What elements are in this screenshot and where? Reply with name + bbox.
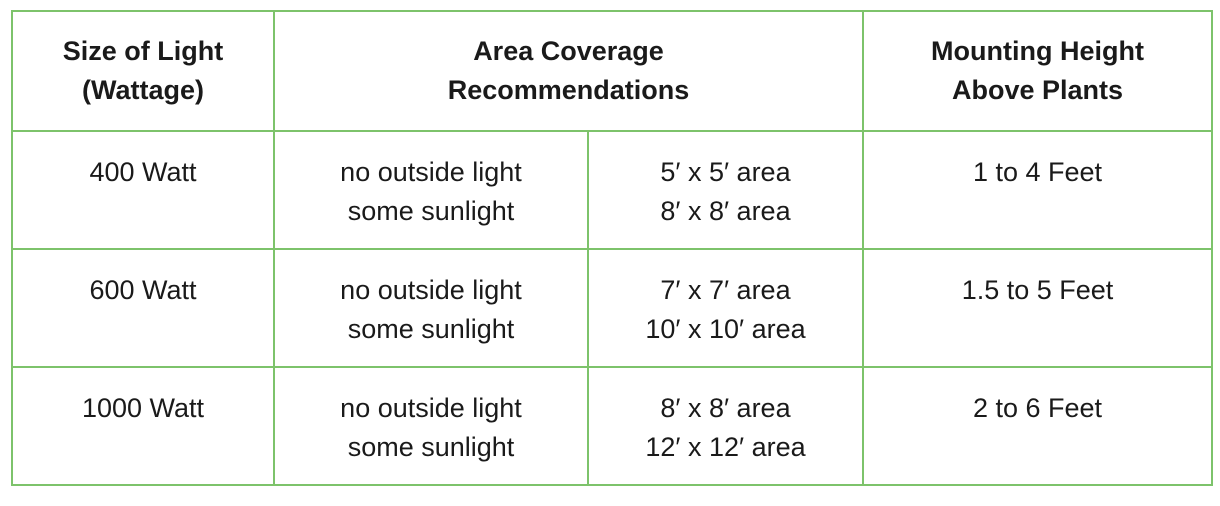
table-row: 1000 Watt no outside light some sunlight…	[11, 366, 1213, 486]
condition-some-sunlight: some sunlight	[347, 196, 515, 226]
cell-areas: 5′ x 5′ area 8′ x 8′ area	[587, 130, 864, 250]
size-value: 600 Watt	[89, 275, 197, 305]
header-area-line2: Recommendations	[447, 75, 690, 105]
cell-size: 400 Watt	[11, 130, 275, 250]
table-row: 400 Watt no outside light some sunlight …	[11, 130, 1213, 250]
height-value: 2 to 6 Feet	[972, 393, 1103, 423]
header-height-line2: Above Plants	[951, 75, 1124, 105]
table-header-row: Size of Light (Wattage) Area Coverage Re…	[11, 10, 1213, 132]
cell-conditions: no outside light some sunlight	[273, 248, 589, 368]
condition-no-outside-light: no outside light	[340, 393, 522, 423]
size-value: 400 Watt	[89, 157, 197, 187]
cell-areas: 8′ x 8′ area 12′ x 12′ area	[587, 366, 864, 486]
cell-conditions: no outside light some sunlight	[273, 366, 589, 486]
height-value: 1.5 to 5 Feet	[961, 275, 1114, 305]
cell-areas: 7′ x 7′ area 10′ x 10′ area	[587, 248, 864, 368]
cell-height: 1.5 to 5 Feet	[862, 248, 1213, 368]
header-height-line1: Mounting Height	[931, 36, 1144, 66]
header-size-of-light: Size of Light (Wattage)	[11, 10, 275, 132]
header-size-line2: (Wattage)	[82, 75, 204, 105]
size-value: 1000 Watt	[81, 393, 205, 423]
cell-size: 1000 Watt	[11, 366, 275, 486]
cell-conditions: no outside light some sunlight	[273, 130, 589, 250]
header-area-line1: Area Coverage	[473, 36, 664, 66]
height-value: 1 to 4 Feet	[972, 157, 1103, 187]
header-area-coverage: Area Coverage Recommendations	[273, 10, 864, 132]
area-some-sunlight: 10′ x 10′ area	[645, 314, 806, 344]
header-mounting-height: Mounting Height Above Plants	[862, 10, 1213, 132]
cell-size: 600 Watt	[11, 248, 275, 368]
header-size-line1: Size of Light	[62, 36, 224, 66]
cell-height: 2 to 6 Feet	[862, 366, 1213, 486]
area-some-sunlight: 12′ x 12′ area	[645, 432, 806, 462]
condition-no-outside-light: no outside light	[340, 157, 522, 187]
grow-light-table-container: Size of Light (Wattage) Area Coverage Re…	[11, 10, 1213, 486]
area-no-outside-light: 5′ x 5′ area	[660, 157, 791, 187]
condition-some-sunlight: some sunlight	[347, 314, 515, 344]
table-row: 600 Watt no outside light some sunlight …	[11, 248, 1213, 368]
condition-no-outside-light: no outside light	[340, 275, 522, 305]
cell-height: 1 to 4 Feet	[862, 130, 1213, 250]
area-no-outside-light: 7′ x 7′ area	[660, 275, 791, 305]
area-some-sunlight: 8′ x 8′ area	[660, 196, 791, 226]
area-no-outside-light: 8′ x 8′ area	[660, 393, 791, 423]
condition-some-sunlight: some sunlight	[347, 432, 515, 462]
grow-light-table: Size of Light (Wattage) Area Coverage Re…	[11, 10, 1213, 486]
